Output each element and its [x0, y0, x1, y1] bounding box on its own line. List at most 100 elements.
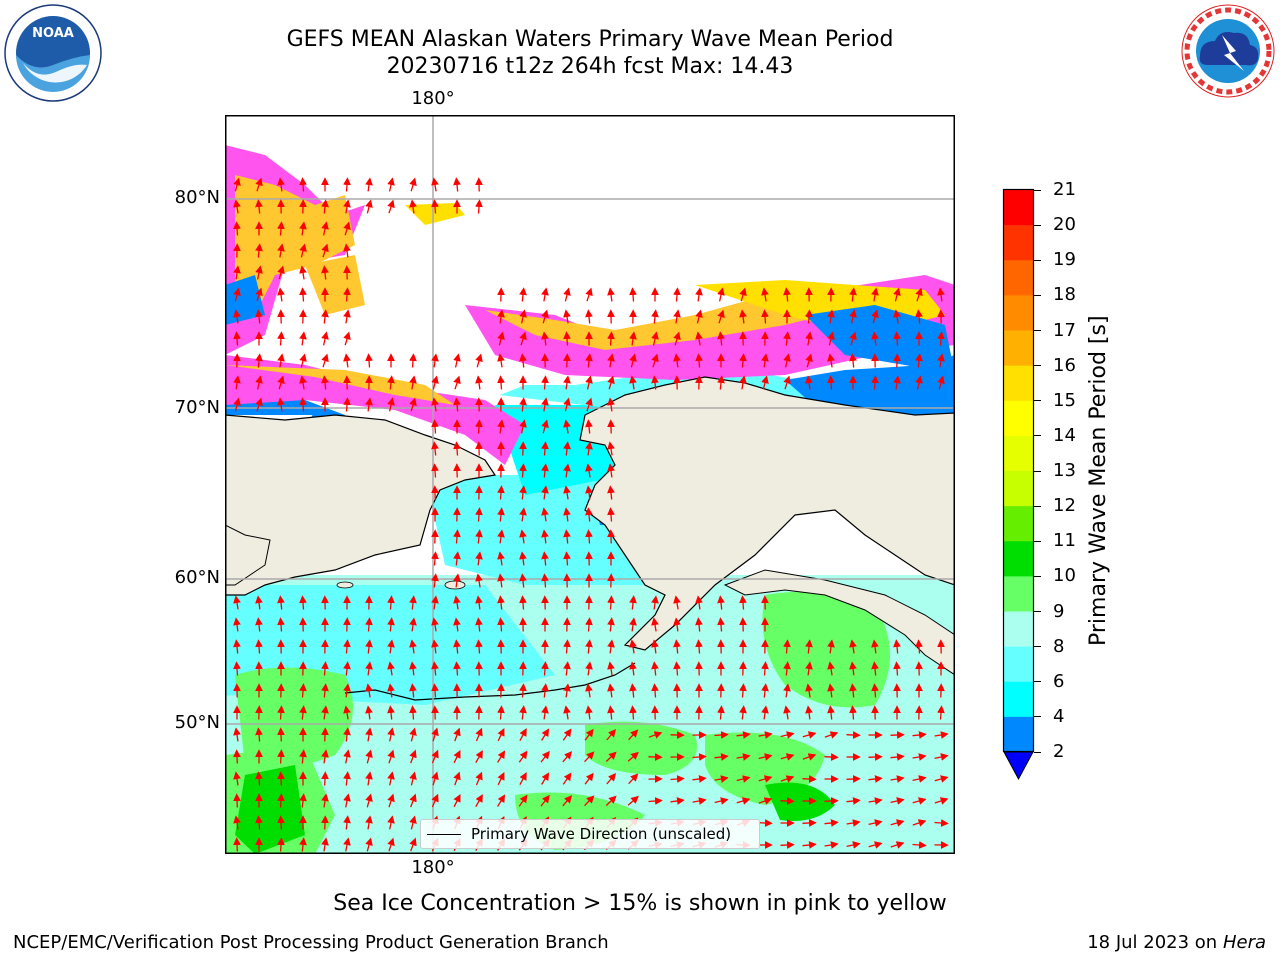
wave-direction-arrow	[805, 309, 813, 324]
colorbar-tick-mark	[1034, 505, 1041, 507]
wave-direction-arrow	[739, 287, 747, 302]
wave-direction-arrow	[475, 551, 483, 566]
wave-direction-arrow	[934, 731, 949, 739]
wave-direction-arrow	[299, 331, 307, 346]
wave-direction-arrow	[871, 683, 879, 698]
wave-direction-arrow	[912, 731, 927, 739]
wave-direction-arrow	[695, 595, 703, 610]
wave-direction-arrow	[585, 529, 593, 544]
wave-direction-arrow	[475, 727, 483, 742]
wave-direction-arrow	[518, 750, 528, 763]
wave-direction-arrow	[805, 683, 813, 698]
wave-direction-arrow	[343, 177, 351, 192]
wave-direction-arrow	[453, 397, 461, 412]
wave-direction-arrow	[343, 309, 351, 324]
wave-direction-arrow	[321, 793, 329, 808]
wave-direction-arrow	[475, 771, 483, 786]
wave-direction-arrow	[824, 753, 839, 761]
wave-direction-arrow	[541, 419, 549, 434]
wave-direction-arrow	[321, 199, 329, 214]
wave-direction-arrow	[585, 353, 593, 368]
wave-direction-arrow	[585, 463, 593, 478]
wave-direction-arrow	[783, 287, 791, 302]
wave-direction-arrow	[409, 837, 417, 852]
wave-direction-arrow	[409, 375, 417, 390]
wave-direction-arrow	[453, 617, 461, 632]
wave-direction-arrow	[585, 309, 593, 324]
wave-direction-arrow	[255, 815, 263, 830]
wave-direction-arrow	[714, 775, 729, 783]
wave-direction-arrow	[692, 753, 707, 761]
colorbar-tick-label: 21	[1053, 179, 1076, 200]
wave-direction-arrow	[475, 529, 483, 544]
wave-direction-arrow	[431, 397, 439, 412]
wave-direction-arrow	[518, 794, 528, 807]
wave-direction-arrow	[695, 639, 703, 654]
wave-direction-arrow	[802, 819, 817, 827]
wave-direction-arrow	[475, 419, 483, 434]
colorbar-tick-label: 10	[1053, 565, 1076, 587]
colorbar-segment	[1004, 506, 1033, 542]
lon-label-top: 180°	[411, 88, 455, 109]
wave-direction-arrow	[783, 639, 791, 654]
wave-direction-arrow	[562, 728, 572, 741]
wave-direction-arrow	[739, 683, 747, 698]
wave-direction-arrow	[606, 729, 617, 741]
wave-direction-arrow	[890, 731, 905, 739]
wave-direction-arrow	[519, 728, 527, 742]
map-panel	[225, 115, 955, 854]
wave-direction-arrow	[255, 375, 263, 390]
wave-direction-arrow	[431, 771, 439, 786]
wave-direction-arrow	[321, 771, 329, 786]
wave-direction-arrow	[431, 749, 439, 764]
wave-direction-arrow	[607, 705, 615, 720]
wave-direction-arrow	[299, 793, 307, 808]
wave-direction-arrow	[739, 705, 747, 720]
wave-direction-arrow	[563, 331, 571, 346]
wave-direction-arrow	[541, 507, 549, 522]
wave-direction-arrow	[431, 353, 439, 368]
wave-direction-arrow	[277, 331, 285, 346]
wave-direction-arrow	[849, 661, 857, 676]
wave-direction-arrow	[805, 639, 813, 654]
wave-direction-arrow	[365, 771, 373, 786]
colorbar-tick-label: 2	[1053, 741, 1065, 762]
wave-direction-arrow	[849, 683, 857, 698]
colorbar-segment	[1004, 541, 1033, 577]
wave-direction-arrow	[736, 731, 751, 739]
wave-direction-arrow	[673, 595, 681, 610]
wave-direction-arrow	[915, 287, 923, 302]
wave-direction-arrow	[629, 617, 637, 632]
colorbar-segment	[1004, 611, 1033, 648]
wave-direction-arrow	[431, 793, 439, 808]
beaufort-field	[785, 355, 955, 415]
chart-title-line1: GEFS MEAN Alaskan Waters Primary Wave Me…	[286, 27, 894, 52]
wave-direction-arrow	[846, 841, 861, 849]
wave-direction-arrow	[824, 797, 839, 805]
wave-direction-arrow	[431, 199, 439, 214]
wave-direction-arrow	[409, 353, 417, 368]
wave-direction-arrow	[607, 287, 615, 302]
wave-direction-arrow	[648, 731, 663, 739]
wave-direction-arrow	[365, 793, 373, 808]
wave-direction-arrow	[497, 573, 505, 588]
wave-direction-arrow	[673, 309, 681, 324]
wave-direction-arrow	[321, 815, 329, 830]
wave-direction-arrow	[541, 529, 549, 544]
wave-direction-arrow	[321, 375, 329, 390]
wave-direction-arrow	[893, 661, 901, 676]
wave-direction-arrow	[409, 639, 417, 654]
wave-direction-arrow	[607, 617, 615, 632]
wave-direction-arrow	[562, 751, 573, 763]
wave-direction-arrow	[277, 287, 285, 302]
wave-direction-arrow	[365, 199, 373, 214]
wave-direction-arrow	[497, 551, 505, 566]
wave-direction-arrow	[255, 265, 263, 280]
wave-direction-arrow	[409, 771, 417, 786]
wave-direction-arrow	[277, 375, 285, 390]
wave-direction-arrow	[541, 287, 549, 302]
wave-direction-arrow	[497, 529, 505, 544]
wave-direction-arrow	[387, 595, 395, 610]
wave-direction-arrow	[563, 507, 571, 522]
green-patch-1	[235, 667, 353, 769]
